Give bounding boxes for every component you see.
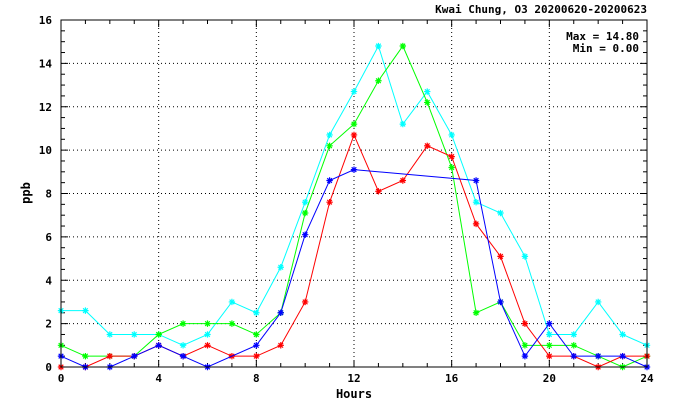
- max-label: Max = 14.80: [566, 30, 639, 43]
- data-point: [277, 342, 284, 349]
- y-tick-label: 10: [39, 144, 52, 157]
- data-point: [546, 320, 553, 327]
- data-point: [131, 352, 138, 360]
- grid-lines: [60, 19, 648, 368]
- data-point: [521, 342, 529, 349]
- y-tick-label: 16: [39, 14, 53, 27]
- data-point: [350, 120, 358, 128]
- data-point: [570, 342, 577, 349]
- data-point: [424, 142, 431, 149]
- data-point: [521, 253, 529, 260]
- data-point: [106, 352, 114, 360]
- x-tick-label: 4: [155, 372, 162, 385]
- data-point: [301, 231, 309, 238]
- data-point: [472, 309, 480, 316]
- y-axis-label: ppb: [19, 182, 33, 204]
- data-point: [375, 188, 382, 195]
- x-tick-label: 24: [640, 372, 654, 385]
- data-point: [82, 307, 89, 314]
- data-point: [228, 298, 236, 306]
- y-tick-label: 14: [39, 57, 53, 70]
- data-point: [619, 352, 626, 360]
- data-point: [204, 331, 211, 338]
- data-point: [594, 298, 602, 306]
- chart-title: Kwai Chung, O3 20200620-20200623: [435, 3, 647, 16]
- data-point: [228, 320, 236, 327]
- data-point: [155, 342, 162, 349]
- data-point: [521, 352, 529, 360]
- data-point: [131, 331, 138, 338]
- data-point: [253, 342, 260, 349]
- data-point: [326, 131, 333, 139]
- data-point: [204, 320, 211, 327]
- data-point: [350, 88, 358, 95]
- data-point: [546, 331, 553, 338]
- data-point: [472, 198, 480, 206]
- data-point: [448, 164, 455, 171]
- plot-frame: [60, 19, 648, 368]
- data-point: [326, 198, 333, 206]
- data-point: [82, 352, 89, 360]
- y-tick-label: 8: [45, 188, 52, 201]
- y-tick-label: 0: [45, 361, 52, 374]
- data-point: [350, 166, 358, 173]
- data-point: [253, 352, 260, 360]
- series-1: [57, 42, 651, 349]
- data-point: [350, 131, 358, 139]
- data-point: [301, 209, 309, 217]
- x-tick-label: 20: [543, 372, 556, 385]
- data-point: [399, 120, 407, 128]
- data-point: [424, 88, 431, 95]
- data-point: [619, 331, 626, 338]
- data-point: [204, 342, 211, 349]
- data-point: [546, 342, 553, 349]
- y-tick-label: 2: [45, 318, 52, 331]
- data-point: [472, 177, 480, 184]
- data-point: [375, 77, 382, 84]
- data-point: [375, 42, 382, 50]
- data-point: [521, 320, 529, 327]
- data-point: [399, 177, 407, 184]
- data-point: [253, 331, 260, 338]
- y-tick-label: 6: [45, 231, 52, 244]
- min-label: Min = 0.00: [573, 42, 639, 55]
- data-point: [448, 153, 455, 160]
- x-tick-label: 8: [253, 372, 260, 385]
- data-point: [594, 352, 602, 360]
- data-point: [424, 99, 431, 106]
- data-point: [179, 320, 187, 327]
- data-point: [301, 198, 309, 206]
- data-point: [546, 352, 553, 360]
- series-line: [60, 169, 648, 368]
- data-point: [570, 331, 577, 338]
- x-tick-label: 12: [347, 372, 360, 385]
- data-point: [326, 142, 333, 149]
- data-point: [570, 352, 577, 360]
- data-point: [179, 342, 187, 349]
- data-point: [497, 209, 504, 217]
- data-point: [497, 253, 504, 260]
- data-point: [301, 298, 309, 306]
- series-layer: [57, 42, 651, 371]
- x-tick-label: 16: [445, 372, 459, 385]
- data-point: [253, 309, 260, 316]
- data-point: [155, 331, 162, 338]
- data-point: [277, 264, 284, 271]
- data-point: [448, 131, 455, 139]
- y-tick-label: 4: [45, 274, 52, 287]
- data-point: [106, 331, 114, 338]
- data-point: [326, 177, 333, 184]
- data-point: [277, 309, 284, 316]
- x-axis-label: Hours: [336, 387, 372, 401]
- data-point: [179, 352, 187, 360]
- data-point: [472, 220, 480, 228]
- data-point: [399, 42, 407, 50]
- y-tick-label: 12: [39, 101, 52, 114]
- data-point: [497, 298, 504, 306]
- series-4: [57, 166, 651, 371]
- x-tick-label: 0: [58, 372, 65, 385]
